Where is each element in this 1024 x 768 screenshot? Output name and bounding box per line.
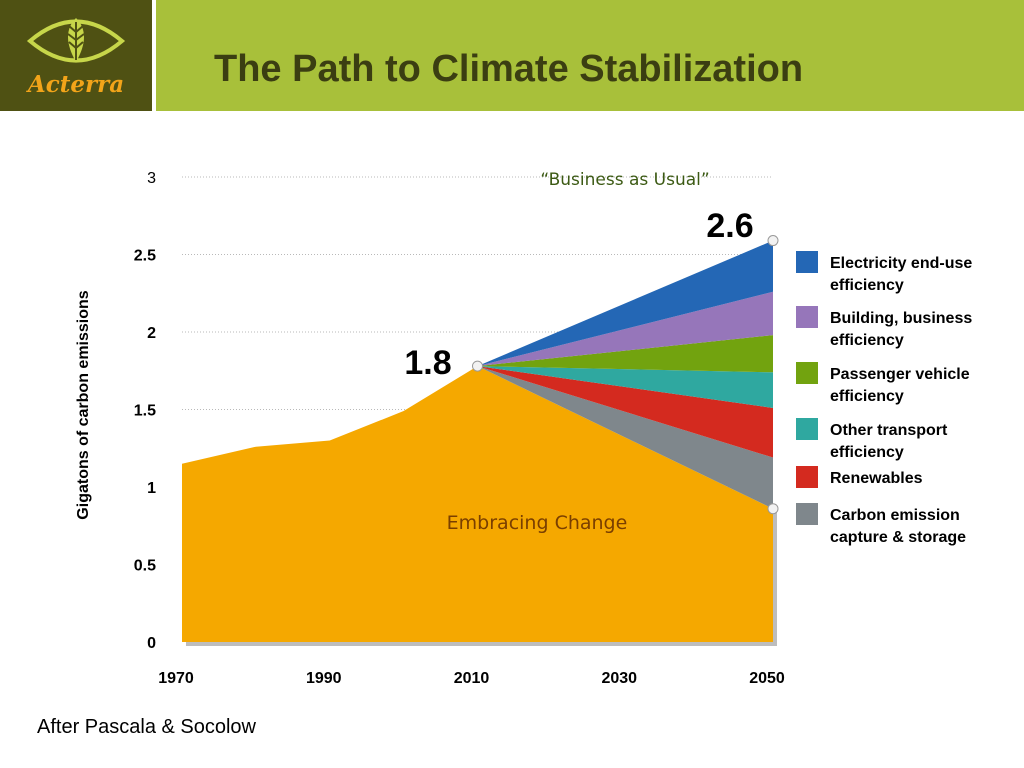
legend-label: Building, business efficiency	[830, 310, 973, 349]
legend-label: Other transport efficiency	[830, 422, 948, 461]
logo-divider	[152, 0, 156, 111]
legend-swatch	[796, 418, 818, 440]
legend-swatch	[796, 362, 818, 384]
legend-swatch	[796, 503, 818, 525]
x-tick-label: 1990	[306, 670, 342, 687]
legend-label: Carbon emission capture & storage	[830, 507, 967, 546]
wedge-carbon-emission-capture-storage	[477, 366, 773, 509]
y-tick-label: 1.5	[134, 403, 156, 420]
logo-text: Acterra	[27, 71, 125, 98]
wedge-building-business-efficiency	[477, 291, 773, 367]
y-tick-label: 3	[147, 170, 156, 187]
x-tick-label: 2010	[454, 670, 490, 687]
chart-areas	[182, 240, 777, 646]
end-value-label: 2.6	[706, 207, 753, 245]
source-note: After Pascala & Socolow	[37, 716, 256, 738]
legend-swatch	[796, 251, 818, 273]
logo: Acterra	[0, 0, 152, 111]
wedge-electricity-end-use-efficiency	[477, 240, 773, 367]
data-point-marker	[472, 360, 483, 372]
leaf-eye-icon	[26, 18, 126, 63]
legend-label: Electricity end-use efficiency	[830, 255, 973, 294]
legend-label: Passenger vehicle efficiency	[830, 366, 970, 405]
y-tick-label: 2	[147, 325, 156, 342]
data-point-marker	[767, 503, 779, 515]
wedge-passenger-vehicle-efficiency	[477, 335, 773, 373]
legend-swatch	[796, 466, 818, 488]
legend-swatch	[796, 306, 818, 328]
area-label: Embracing Change	[447, 512, 628, 534]
x-tick-label: 2050	[749, 670, 785, 687]
y-tick-label: 2.5	[134, 248, 156, 265]
page-title: The Path to Climate Stabilization	[214, 48, 804, 90]
area-historical	[182, 366, 773, 642]
y-tick-label: 0.5	[134, 558, 156, 575]
y-axis-label: Gigatons of carbon emissions	[75, 290, 92, 519]
start-value-label: 1.8	[404, 344, 451, 382]
y-tick-label: 0	[147, 635, 156, 652]
data-point-marker	[767, 235, 779, 247]
bau-label: “Business as Usual”	[540, 170, 709, 190]
y-tick-label: 1	[147, 480, 156, 497]
chart-ticks: 0 0.5 1 1.5 2 2.5 3 1970 1990 2010 2030 2050 Gigaton…	[75, 170, 785, 687]
chart-annotations: “Business as Usual” 1.8 2.6 Embracing Chang…	[404, 170, 779, 534]
x-tick-label: 2030	[601, 670, 637, 687]
legend-label: Renewables	[830, 470, 923, 487]
header-bar: Acterra The Path to Climate Stabilizatio…	[0, 0, 1024, 111]
wedge-other-transport-efficiency	[477, 366, 773, 408]
wedge-renewables	[477, 366, 773, 458]
x-tick-label: 1970	[158, 670, 194, 687]
